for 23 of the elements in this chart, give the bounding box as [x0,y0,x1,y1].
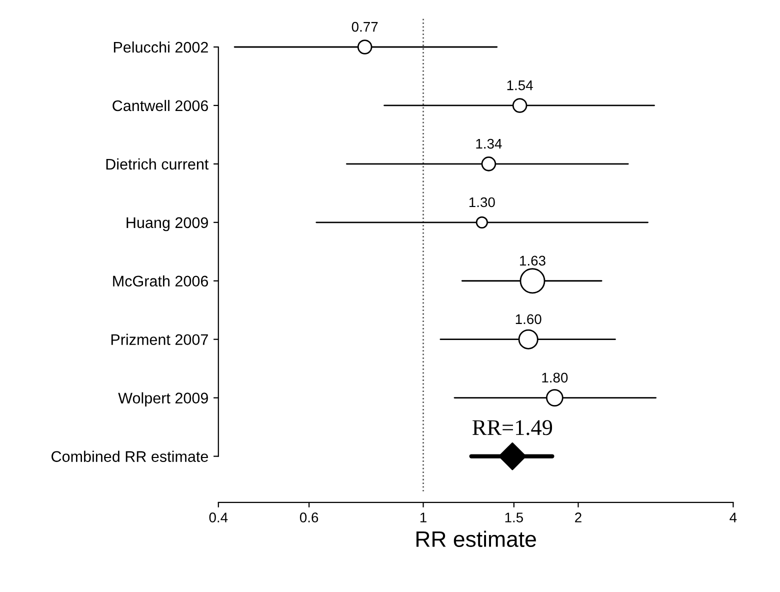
data-label: 1.34 [476,138,502,149]
data-label: 1.54 [507,80,533,90]
y-tick-label: Pelucchi 2002 [114,41,208,53]
y-tick-label: Dietrich current [106,158,209,170]
x-axis-title: RR estimate [416,530,536,548]
data-label: 1.60 [516,314,542,324]
data-label: 1.30 [469,197,495,208]
x-tick-label: 0.4 [209,512,228,522]
x-tick-label: 1 [420,512,426,522]
y-tick-label: Huang 2009 [126,217,208,232]
data-label: 1.63 [520,256,546,266]
y-tick-label: McGrath 2006 [113,275,208,287]
y-tick-label: Combined RR estimate [52,450,208,462]
data-label: 0.77 [352,22,378,32]
x-tick-label: 2 [575,512,582,522]
y-tick-label: Wolpert 2009 [118,392,208,407]
x-tick-label: 4 [730,512,737,522]
y-tick-label: Prizment 2007 [111,334,208,346]
x-tick-label: 1.5 [505,512,523,522]
data-label: 1.80 [542,372,568,383]
y-tick-label: Cantwell 2006 [112,100,208,112]
annotation: RR=1.49 [472,420,552,436]
x-tick-label: 0.6 [300,512,318,522]
